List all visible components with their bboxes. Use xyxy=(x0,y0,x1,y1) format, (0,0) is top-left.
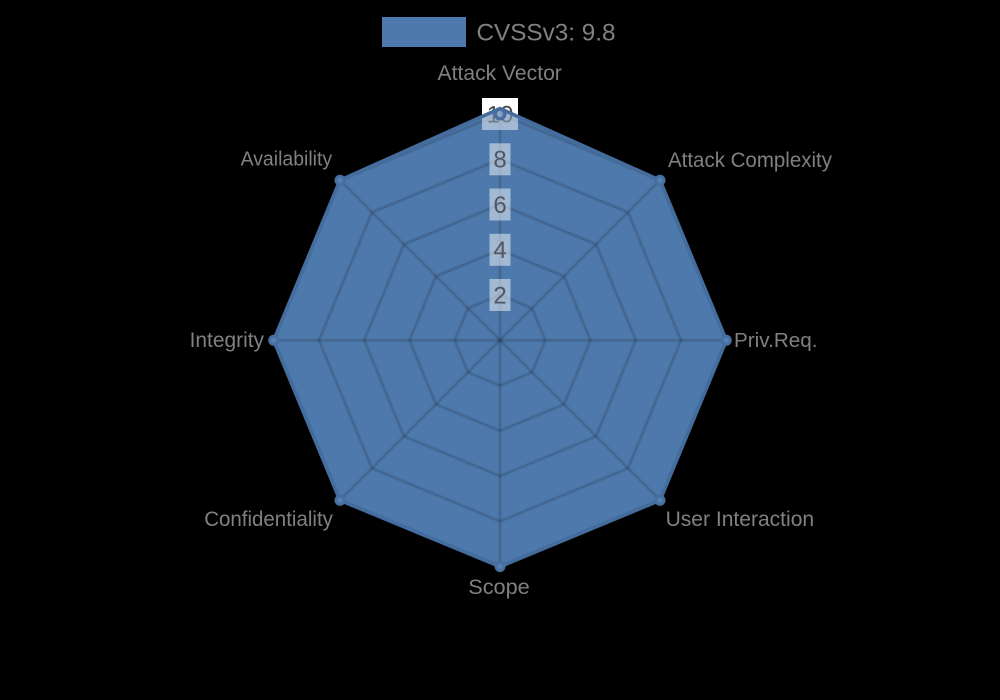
svg-text:8: 8 xyxy=(493,147,506,174)
svg-text:Availability: Availability xyxy=(241,149,333,171)
svg-text:2: 2 xyxy=(493,282,506,309)
svg-text:Integrity: Integrity xyxy=(190,329,265,352)
svg-text:4: 4 xyxy=(493,237,506,264)
svg-text:6: 6 xyxy=(493,192,506,219)
svg-text:CVSSv3: 9.8: CVSSv3: 9.8 xyxy=(477,19,616,46)
svg-text:Attack Vector: Attack Vector xyxy=(438,62,562,85)
svg-text:Scope: Scope xyxy=(468,576,530,599)
svg-text:Attack Complexity: Attack Complexity xyxy=(668,149,832,172)
svg-text:Priv.Req.: Priv.Req. xyxy=(734,330,818,352)
svg-text:Confidentiality: Confidentiality xyxy=(204,508,333,531)
svg-text:User Interaction: User Interaction xyxy=(666,508,815,531)
